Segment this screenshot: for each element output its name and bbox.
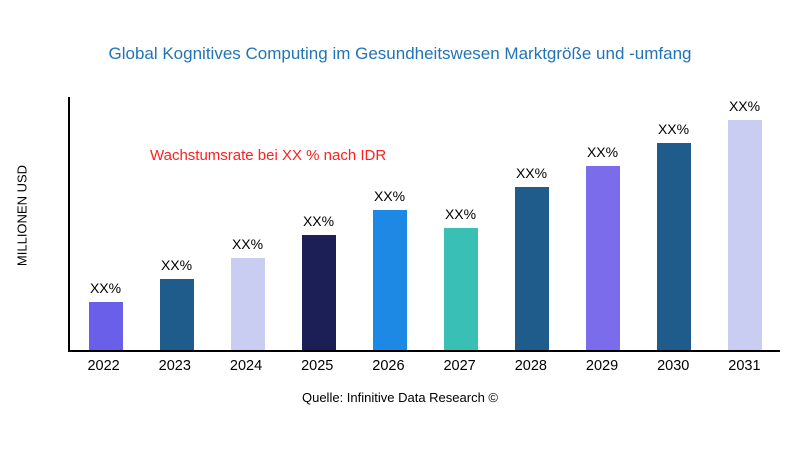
bar — [301, 235, 336, 350]
x-tick-label: 2030 — [657, 358, 690, 374]
bar-value-label: XX% — [89, 279, 122, 296]
x-tick-label: 2026 — [372, 358, 405, 374]
bar-column: XX% — [141, 97, 212, 350]
bar-column: XX% — [354, 97, 425, 350]
bar — [230, 258, 265, 350]
bar-value-label: XX% — [444, 206, 477, 223]
bar-value-label: XX% — [728, 98, 761, 114]
bars: XX% XX% XX% XX% XX% XX% XX% XX% XX% XX% — [70, 97, 780, 350]
bar — [514, 186, 549, 350]
bar-value-label: XX% — [515, 164, 548, 181]
bar-value-label: XX% — [657, 121, 690, 137]
plot-area: XX% XX% XX% XX% XX% XX% XX% XX% XX% XX% — [68, 97, 780, 352]
bar — [443, 228, 478, 350]
bar-column: XX% — [709, 97, 780, 350]
chart-title: Global Kognitives Computing im Gesundhei… — [108, 44, 692, 63]
bar-value-label: XX% — [373, 187, 406, 204]
bar-value-label: XX% — [586, 144, 619, 160]
x-tick-label: 2028 — [514, 358, 547, 374]
bar-column: XX% — [638, 97, 709, 350]
growth-rate-annotation: Wachstumsrate bei XX % nach IDR — [150, 147, 387, 164]
bar-value-label: XX% — [302, 213, 335, 229]
x-tick-label: 2029 — [585, 358, 619, 374]
source-caption: Quelle: Infinitive Data Research © — [301, 390, 498, 405]
bar-column: XX% — [283, 97, 354, 350]
x-tick-label: 2027 — [443, 358, 476, 374]
bar — [727, 120, 762, 350]
bar-column: XX% — [425, 97, 496, 350]
bar-value-label: XX% — [231, 236, 264, 252]
x-tick-label: 2023 — [158, 358, 191, 374]
bar — [656, 143, 691, 350]
bar-column: XX% — [212, 97, 283, 350]
bar-value-label: XX% — [160, 256, 193, 273]
x-axis-labels: 2022 2023 2024 2025 2026 2027 2028 2029 2030 2031 — [68, 358, 780, 374]
bar-column: XX% — [70, 97, 141, 350]
bar-column: XX% — [567, 97, 638, 350]
bar — [585, 166, 620, 350]
x-tick-label: 2024 — [229, 358, 263, 374]
y-axis-label: MILLIONEN USD — [14, 164, 30, 267]
bar — [88, 301, 123, 350]
bar-column: XX% — [496, 97, 567, 350]
bar — [372, 209, 407, 350]
bar — [159, 278, 194, 350]
x-tick-label: 2031 — [728, 358, 761, 374]
x-tick-label: 2022 — [87, 358, 120, 374]
x-tick-label: 2025 — [301, 358, 334, 374]
